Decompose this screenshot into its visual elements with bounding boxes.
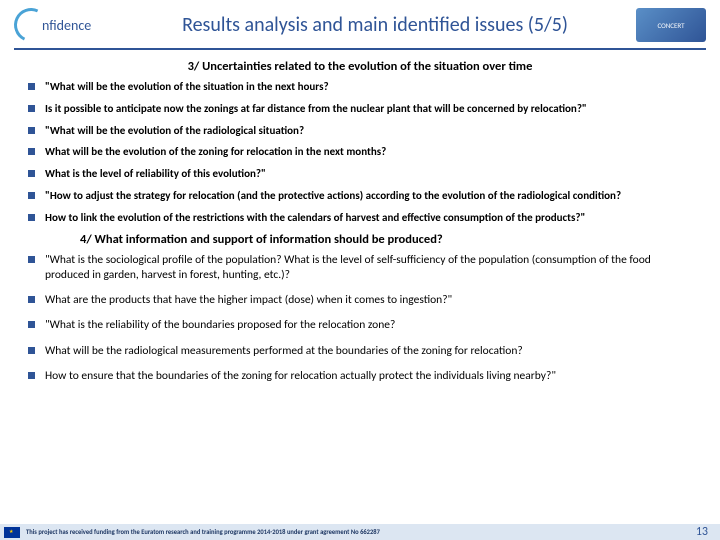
list-item: "What will be the evolution of the situa… [28,80,692,94]
bullet-icon [28,347,35,354]
section3-heading: 3/ Uncertainties related to the evolutio… [28,59,692,74]
list-item-text: What are the products that have the high… [45,293,692,307]
list-item: What will be the radiological measuremen… [28,344,692,358]
list-item: What is the level of reliability of this… [28,167,692,181]
list-item-text: "What is the sociological profile of the… [45,253,692,282]
logo-arc-icon [9,3,53,47]
confidence-logo: nfidence [14,8,114,42]
slide: nfidence Results analysis and main ident… [0,0,720,540]
bullet-icon [28,127,35,134]
footer: This project has received funding from t… [0,524,720,540]
list-item-text: How to link the evolution of the restric… [45,211,692,225]
list-item-text: What will be the radiological measuremen… [45,344,692,358]
list-item: "How to adjust the strategy for relocati… [28,189,692,203]
bullet-icon [28,83,35,90]
list-item-text: What is the level of reliability of this… [45,167,692,181]
bullet-icon [28,170,35,177]
bullet-icon [28,321,35,328]
list-item-text: "What is the reliability of the boundari… [45,318,692,332]
bullet-icon [28,214,35,221]
footer-text: This project has received funding from t… [26,528,696,536]
logo-left-text: nfidence [42,17,91,34]
bullet-icon [28,105,35,112]
bullet-icon [28,256,35,263]
bullet-icon [28,192,35,199]
bullet-icon [28,372,35,379]
section4-list: "What is the sociological profile of the… [28,253,692,383]
header: nfidence Results analysis and main ident… [0,0,720,46]
list-item: "What will be the evolution of the radio… [28,124,692,138]
list-item-text: "What will be the evolution of the radio… [45,124,692,138]
list-item-text: "How to adjust the strategy for relocati… [45,189,692,203]
list-item: Is it possible to anticipate now the zon… [28,102,692,116]
list-item: "What is the reliability of the boundari… [28,318,692,332]
list-item-text: What will be the evolution of the zoning… [45,145,692,159]
eu-flag-icon [4,527,20,538]
list-item-text: "What will be the evolution of the situa… [45,80,692,94]
concert-logo: CONCERT [636,8,706,42]
list-item: How to ensure that the boundaries of the… [28,369,692,383]
page-title: Results analysis and main identified iss… [126,14,624,37]
title-wrap: Results analysis and main identified iss… [126,14,624,37]
page-number: 13 [696,525,708,539]
section4-heading: 4/ What information and support of infor… [28,232,692,247]
list-item-text: How to ensure that the boundaries of the… [45,369,692,383]
bullet-icon [28,296,35,303]
bullet-icon [28,148,35,155]
list-item: How to link the evolution of the restric… [28,211,692,225]
list-item: What are the products that have the high… [28,293,692,307]
list-item: "What is the sociological profile of the… [28,253,692,282]
list-item: What will be the evolution of the zoning… [28,145,692,159]
section3-list: "What will be the evolution of the situa… [28,80,692,224]
content: 3/ Uncertainties related to the evolutio… [0,50,720,540]
list-item-text: Is it possible to anticipate now the zon… [45,102,692,116]
